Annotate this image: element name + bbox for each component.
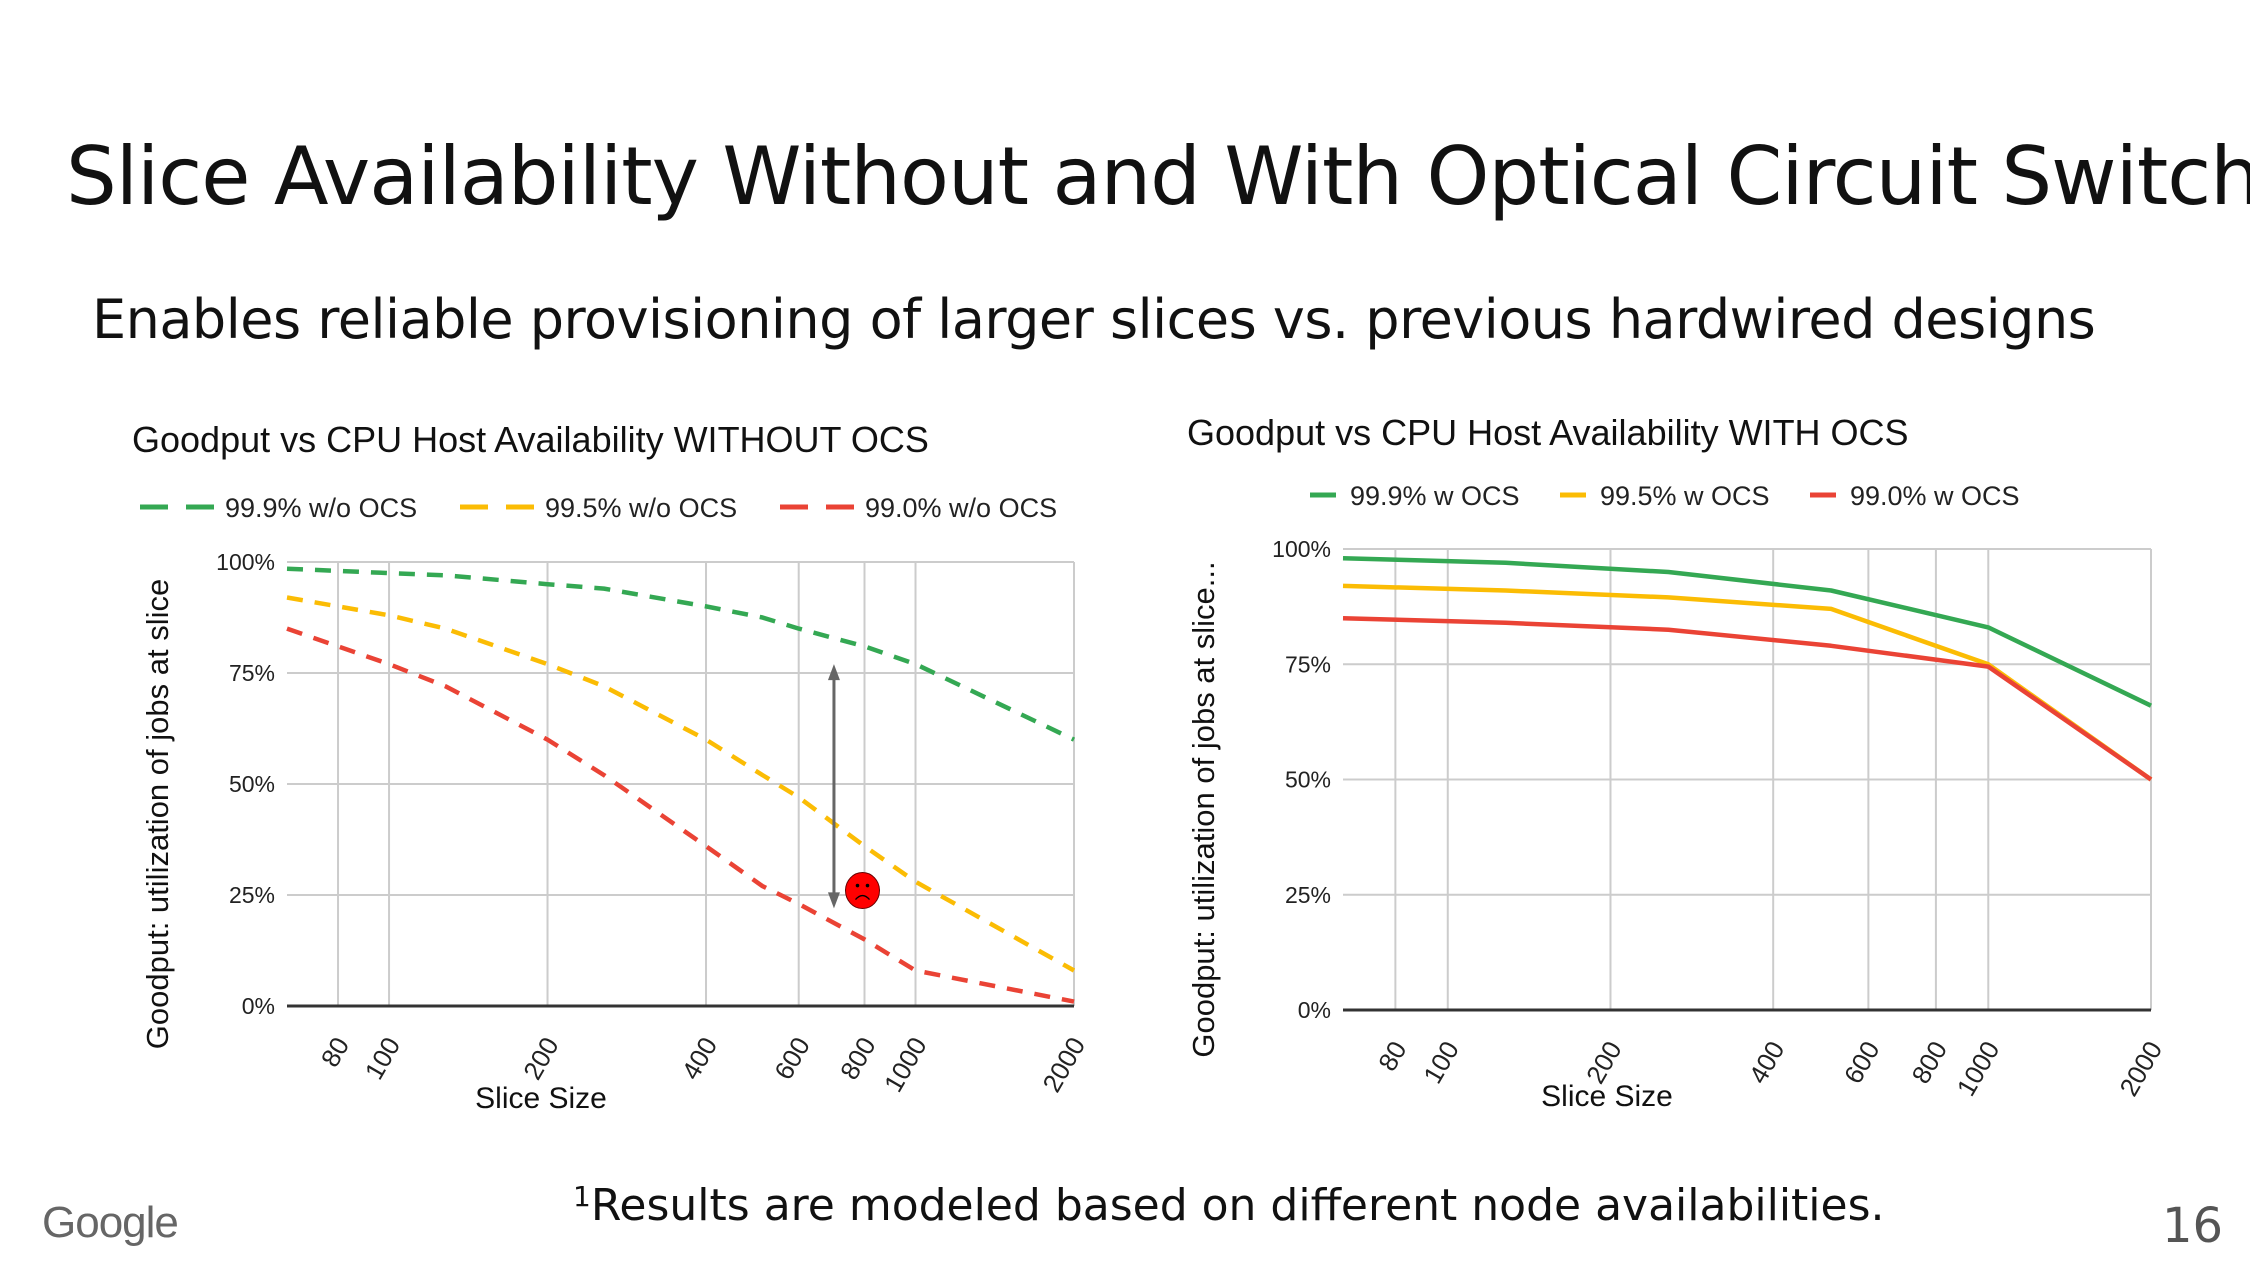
chart-title: Goodput vs CPU Host Availability WITHOUT… (132, 419, 929, 460)
x-axis-label: Slice Size (1541, 1080, 1673, 1113)
x-tick-label: 2000 (1036, 1032, 1091, 1097)
series-line-green (286, 566, 1075, 742)
x-tick-label: 400 (676, 1032, 724, 1085)
footnote-text: Results are modeled based on different n… (590, 1180, 1885, 1231)
y-tick-label: 100% (1272, 536, 1331, 562)
y-tick-label: 50% (1285, 767, 1331, 793)
y-tick-label: 100% (216, 549, 275, 575)
x-tick-label: 100 (359, 1032, 407, 1085)
x-tick-label: 600 (768, 1032, 816, 1085)
page-number: 16 (2162, 1198, 2224, 1254)
slide-title: Slice Availability Without and With Opti… (66, 130, 2250, 223)
google-logo: Google (42, 1198, 179, 1247)
sad-face-icon (844, 872, 880, 910)
chart-title: Goodput vs CPU Host Availability WITH OC… (1187, 412, 1909, 453)
x-tick-label: 80 (1372, 1036, 1412, 1076)
y-tick-label: 25% (229, 882, 275, 908)
series-line-yellow (1342, 583, 2153, 782)
x-tick-label: 2000 (2113, 1036, 2168, 1101)
slide-title-text: Slice Availability Without and With Opti… (66, 130, 2250, 223)
legend-label: 99.9% w OCS (1350, 481, 1520, 511)
x-tick-label: 800 (1905, 1036, 1953, 1089)
x-tick-label: 200 (517, 1032, 565, 1085)
slide-subtitle: Enables reliable provisioning of larger … (92, 288, 2096, 351)
y-tick-label: 75% (1285, 651, 1331, 677)
chart-with-ocs: Goodput vs CPU Host Availability WITH OC… (1186, 412, 2168, 1113)
arrow-head-up (827, 664, 840, 681)
x-axis-label: Slice Size (475, 1082, 607, 1115)
y-axis-label: Goodput: utilization of jobs at slice (140, 579, 175, 1049)
x-tick-label: 800 (834, 1032, 882, 1085)
x-tick-label: 1000 (1951, 1036, 2006, 1101)
legend-label: 99.5% w/o OCS (545, 493, 737, 523)
series-line-green (1342, 555, 2152, 708)
legend-label: 99.9% w/o OCS (225, 493, 417, 523)
y-tick-label: 0% (1298, 997, 1331, 1023)
y-tick-label: 50% (229, 771, 275, 797)
footnote-superscript: 1 (573, 1180, 591, 1213)
y-tick-label: 25% (1285, 882, 1331, 908)
series-line-red (1342, 615, 2153, 782)
y-axis-label: Goodput: utilization of jobs at slice... (1186, 561, 1221, 1057)
legend-label: 99.0% w/o OCS (865, 493, 1057, 523)
chart-without-ocs: Goodput vs CPU Host Availability WITHOUT… (132, 419, 1091, 1115)
y-tick-label: 0% (242, 993, 275, 1019)
footnote: 1Results are modeled based on different … (573, 1180, 1885, 1231)
y-tick-label: 75% (229, 660, 275, 686)
series-line-yellow (286, 595, 1076, 973)
x-tick-label: 80 (315, 1032, 355, 1072)
x-tick-label: 400 (1743, 1036, 1791, 1089)
series-line-red (286, 626, 1075, 1004)
x-tick-label: 1000 (878, 1032, 933, 1097)
legend-label: 99.5% w OCS (1600, 481, 1770, 511)
legend-label: 99.0% w OCS (1850, 481, 2020, 511)
arrow-head-down (827, 892, 840, 909)
x-tick-label: 600 (1838, 1036, 1886, 1089)
x-tick-label: 100 (1417, 1036, 1465, 1089)
